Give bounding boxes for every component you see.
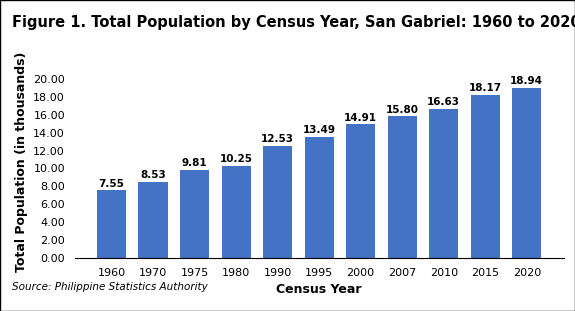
- Text: Figure 1. Total Population by Census Year, San Gabriel: 1960 to 2020: Figure 1. Total Population by Census Yea…: [12, 15, 575, 30]
- Bar: [97, 190, 126, 258]
- Text: 18.94: 18.94: [510, 77, 543, 86]
- Bar: [512, 88, 541, 258]
- Bar: [263, 146, 292, 258]
- Bar: [180, 170, 209, 258]
- Text: 14.91: 14.91: [344, 113, 377, 123]
- Text: 7.55: 7.55: [98, 179, 124, 189]
- Text: 16.63: 16.63: [427, 97, 460, 107]
- Text: 13.49: 13.49: [302, 125, 336, 135]
- Y-axis label: Total Population (in thousands): Total Population (in thousands): [15, 52, 28, 272]
- Text: 9.81: 9.81: [182, 158, 208, 168]
- Text: Source: Philippine Statistics Authority: Source: Philippine Statistics Authority: [12, 282, 207, 292]
- Bar: [429, 109, 458, 258]
- Text: 8.53: 8.53: [140, 170, 166, 180]
- Bar: [221, 166, 251, 258]
- Text: 12.53: 12.53: [261, 134, 294, 144]
- Bar: [388, 116, 417, 258]
- Bar: [139, 182, 167, 258]
- Bar: [305, 137, 333, 258]
- X-axis label: Census Year: Census Year: [277, 283, 362, 296]
- Bar: [471, 95, 500, 258]
- Text: 15.80: 15.80: [386, 104, 419, 115]
- Text: 18.17: 18.17: [469, 83, 502, 93]
- Bar: [346, 124, 375, 258]
- Text: 10.25: 10.25: [220, 154, 252, 165]
